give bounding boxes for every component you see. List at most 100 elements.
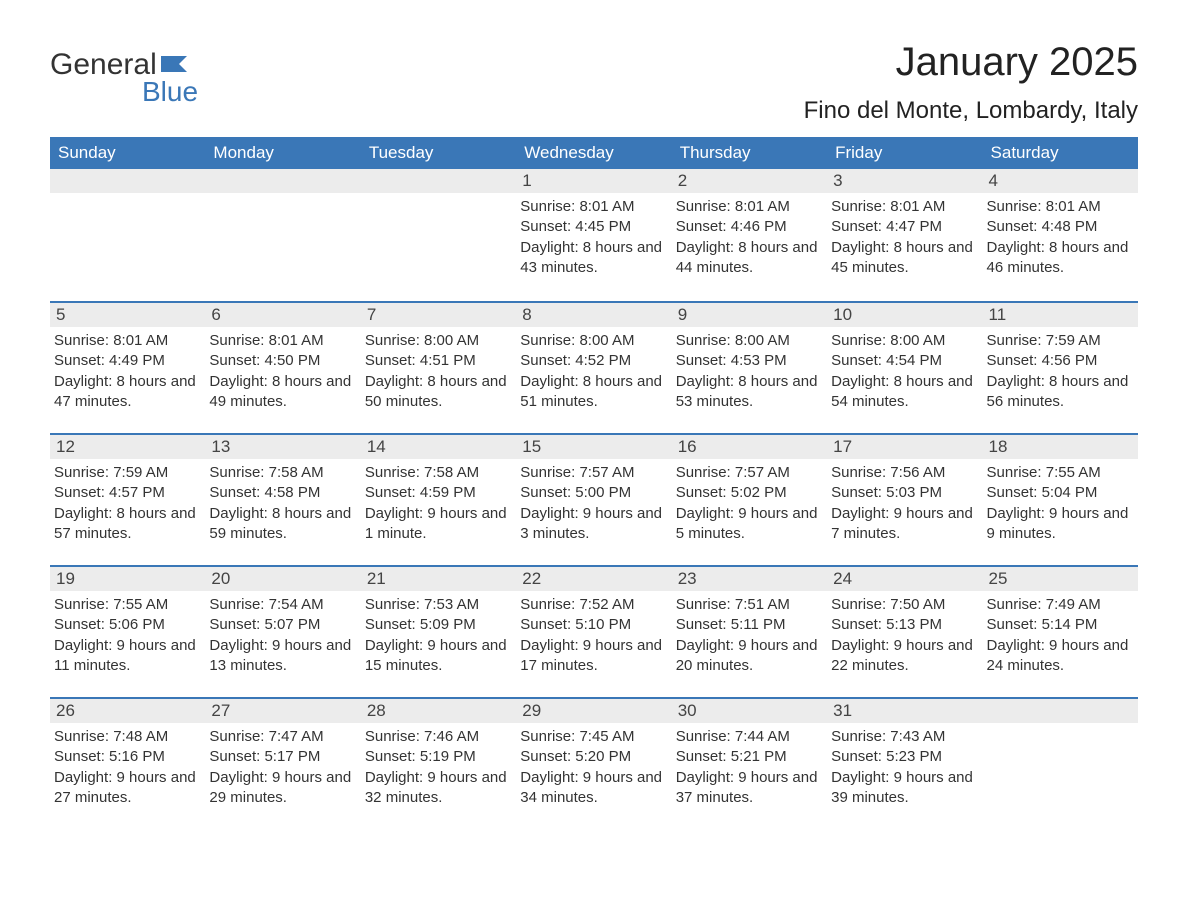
day-number bbox=[205, 169, 360, 193]
calendar-day-cell: 3Sunrise: 8:01 AMSunset: 4:47 PMDaylight… bbox=[827, 169, 982, 301]
calendar-day-cell: 9Sunrise: 8:00 AMSunset: 4:53 PMDaylight… bbox=[672, 303, 827, 433]
sunset-text: Sunset: 5:14 PM bbox=[987, 615, 1134, 635]
sunset-text: Sunset: 4:58 PM bbox=[209, 483, 356, 503]
day-body: Sunrise: 7:55 AMSunset: 5:04 PMDaylight:… bbox=[983, 459, 1138, 556]
weekday-header: Sunday bbox=[50, 137, 205, 169]
day-number: 13 bbox=[205, 435, 360, 459]
sunset-text: Sunset: 5:02 PM bbox=[676, 483, 823, 503]
title-block: January 2025 Fino del Monte, Lombardy, I… bbox=[804, 40, 1138, 125]
day-body: Sunrise: 8:00 AMSunset: 4:53 PMDaylight:… bbox=[672, 327, 827, 424]
day-number: 6 bbox=[205, 303, 360, 327]
daylight-text: Daylight: 9 hours and 1 minute. bbox=[365, 504, 512, 545]
sunrise-text: Sunrise: 7:54 AM bbox=[209, 595, 356, 615]
sunset-text: Sunset: 5:13 PM bbox=[831, 615, 978, 635]
day-number: 26 bbox=[50, 699, 205, 723]
day-number: 22 bbox=[516, 567, 671, 591]
day-number: 31 bbox=[827, 699, 982, 723]
calendar-day-cell: 6Sunrise: 8:01 AMSunset: 4:50 PMDaylight… bbox=[205, 303, 360, 433]
calendar-day-cell: 16Sunrise: 7:57 AMSunset: 5:02 PMDayligh… bbox=[672, 435, 827, 565]
sunset-text: Sunset: 5:16 PM bbox=[54, 747, 201, 767]
daylight-text: Daylight: 8 hours and 50 minutes. bbox=[365, 372, 512, 413]
day-body: Sunrise: 8:01 AMSunset: 4:50 PMDaylight:… bbox=[205, 327, 360, 424]
sunrise-text: Sunrise: 8:00 AM bbox=[520, 331, 667, 351]
sunrise-text: Sunrise: 7:58 AM bbox=[209, 463, 356, 483]
sunset-text: Sunset: 5:20 PM bbox=[520, 747, 667, 767]
day-body: Sunrise: 7:56 AMSunset: 5:03 PMDaylight:… bbox=[827, 459, 982, 556]
sunset-text: Sunset: 5:07 PM bbox=[209, 615, 356, 635]
day-number: 8 bbox=[516, 303, 671, 327]
day-number: 27 bbox=[205, 699, 360, 723]
day-number: 14 bbox=[361, 435, 516, 459]
weekday-header: Friday bbox=[827, 137, 982, 169]
weekday-header: Saturday bbox=[983, 137, 1138, 169]
daylight-text: Daylight: 8 hours and 56 minutes. bbox=[987, 372, 1134, 413]
day-number: 29 bbox=[516, 699, 671, 723]
daylight-text: Daylight: 8 hours and 53 minutes. bbox=[676, 372, 823, 413]
day-number: 5 bbox=[50, 303, 205, 327]
sunrise-text: Sunrise: 7:57 AM bbox=[520, 463, 667, 483]
day-number: 18 bbox=[983, 435, 1138, 459]
daylight-text: Daylight: 8 hours and 59 minutes. bbox=[209, 504, 356, 545]
daylight-text: Daylight: 9 hours and 27 minutes. bbox=[54, 768, 201, 809]
daylight-text: Daylight: 9 hours and 15 minutes. bbox=[365, 636, 512, 677]
sunrise-text: Sunrise: 7:51 AM bbox=[676, 595, 823, 615]
daylight-text: Daylight: 8 hours and 49 minutes. bbox=[209, 372, 356, 413]
daylight-text: Daylight: 8 hours and 51 minutes. bbox=[520, 372, 667, 413]
sunset-text: Sunset: 5:03 PM bbox=[831, 483, 978, 503]
calendar-day-cell bbox=[983, 699, 1138, 829]
calendar-week-row: 5Sunrise: 8:01 AMSunset: 4:49 PMDaylight… bbox=[50, 301, 1138, 433]
calendar-day-cell bbox=[205, 169, 360, 301]
sunset-text: Sunset: 4:49 PM bbox=[54, 351, 201, 371]
sunset-text: Sunset: 5:04 PM bbox=[987, 483, 1134, 503]
day-body: Sunrise: 7:55 AMSunset: 5:06 PMDaylight:… bbox=[50, 591, 205, 688]
sunset-text: Sunset: 4:51 PM bbox=[365, 351, 512, 371]
weekday-header: Thursday bbox=[672, 137, 827, 169]
calendar-day-cell: 23Sunrise: 7:51 AMSunset: 5:11 PMDayligh… bbox=[672, 567, 827, 697]
day-body: Sunrise: 7:43 AMSunset: 5:23 PMDaylight:… bbox=[827, 723, 982, 820]
calendar-day-cell: 17Sunrise: 7:56 AMSunset: 5:03 PMDayligh… bbox=[827, 435, 982, 565]
day-body: Sunrise: 7:51 AMSunset: 5:11 PMDaylight:… bbox=[672, 591, 827, 688]
day-body: Sunrise: 7:58 AMSunset: 4:58 PMDaylight:… bbox=[205, 459, 360, 556]
day-body: Sunrise: 7:59 AMSunset: 4:57 PMDaylight:… bbox=[50, 459, 205, 556]
day-body: Sunrise: 8:01 AMSunset: 4:48 PMDaylight:… bbox=[983, 193, 1138, 290]
day-number: 11 bbox=[983, 303, 1138, 327]
calendar-day-cell: 1Sunrise: 8:01 AMSunset: 4:45 PMDaylight… bbox=[516, 169, 671, 301]
daylight-text: Daylight: 9 hours and 37 minutes. bbox=[676, 768, 823, 809]
calendar-day-cell: 30Sunrise: 7:44 AMSunset: 5:21 PMDayligh… bbox=[672, 699, 827, 829]
day-number: 25 bbox=[983, 567, 1138, 591]
day-number: 3 bbox=[827, 169, 982, 193]
daylight-text: Daylight: 9 hours and 32 minutes. bbox=[365, 768, 512, 809]
sunrise-text: Sunrise: 8:01 AM bbox=[987, 197, 1134, 217]
sunset-text: Sunset: 4:57 PM bbox=[54, 483, 201, 503]
calendar-day-cell: 2Sunrise: 8:01 AMSunset: 4:46 PMDaylight… bbox=[672, 169, 827, 301]
day-number: 28 bbox=[361, 699, 516, 723]
daylight-text: Daylight: 9 hours and 29 minutes. bbox=[209, 768, 356, 809]
sunrise-text: Sunrise: 8:01 AM bbox=[831, 197, 978, 217]
sunrise-text: Sunrise: 7:55 AM bbox=[987, 463, 1134, 483]
sunrise-text: Sunrise: 7:49 AM bbox=[987, 595, 1134, 615]
weekday-header: Wednesday bbox=[516, 137, 671, 169]
day-number: 20 bbox=[205, 567, 360, 591]
calendar-day-cell: 25Sunrise: 7:49 AMSunset: 5:14 PMDayligh… bbox=[983, 567, 1138, 697]
page-header: General Blue January 2025 Fino del Monte… bbox=[50, 40, 1138, 125]
day-body: Sunrise: 7:48 AMSunset: 5:16 PMDaylight:… bbox=[50, 723, 205, 820]
sunrise-text: Sunrise: 7:58 AM bbox=[365, 463, 512, 483]
calendar-day-cell: 4Sunrise: 8:01 AMSunset: 4:48 PMDaylight… bbox=[983, 169, 1138, 301]
daylight-text: Daylight: 9 hours and 11 minutes. bbox=[54, 636, 201, 677]
day-number: 2 bbox=[672, 169, 827, 193]
day-number: 10 bbox=[827, 303, 982, 327]
day-body: Sunrise: 8:00 AMSunset: 4:51 PMDaylight:… bbox=[361, 327, 516, 424]
day-number: 1 bbox=[516, 169, 671, 193]
daylight-text: Daylight: 9 hours and 17 minutes. bbox=[520, 636, 667, 677]
daylight-text: Daylight: 9 hours and 39 minutes. bbox=[831, 768, 978, 809]
sunset-text: Sunset: 4:50 PM bbox=[209, 351, 356, 371]
day-body: Sunrise: 7:44 AMSunset: 5:21 PMDaylight:… bbox=[672, 723, 827, 820]
day-body: Sunrise: 7:57 AMSunset: 5:02 PMDaylight:… bbox=[672, 459, 827, 556]
sunset-text: Sunset: 4:48 PM bbox=[987, 217, 1134, 237]
day-number: 21 bbox=[361, 567, 516, 591]
daylight-text: Daylight: 9 hours and 22 minutes. bbox=[831, 636, 978, 677]
calendar-day-cell: 12Sunrise: 7:59 AMSunset: 4:57 PMDayligh… bbox=[50, 435, 205, 565]
calendar-week-row: 26Sunrise: 7:48 AMSunset: 5:16 PMDayligh… bbox=[50, 697, 1138, 829]
sunrise-text: Sunrise: 7:55 AM bbox=[54, 595, 201, 615]
day-body: Sunrise: 7:53 AMSunset: 5:09 PMDaylight:… bbox=[361, 591, 516, 688]
